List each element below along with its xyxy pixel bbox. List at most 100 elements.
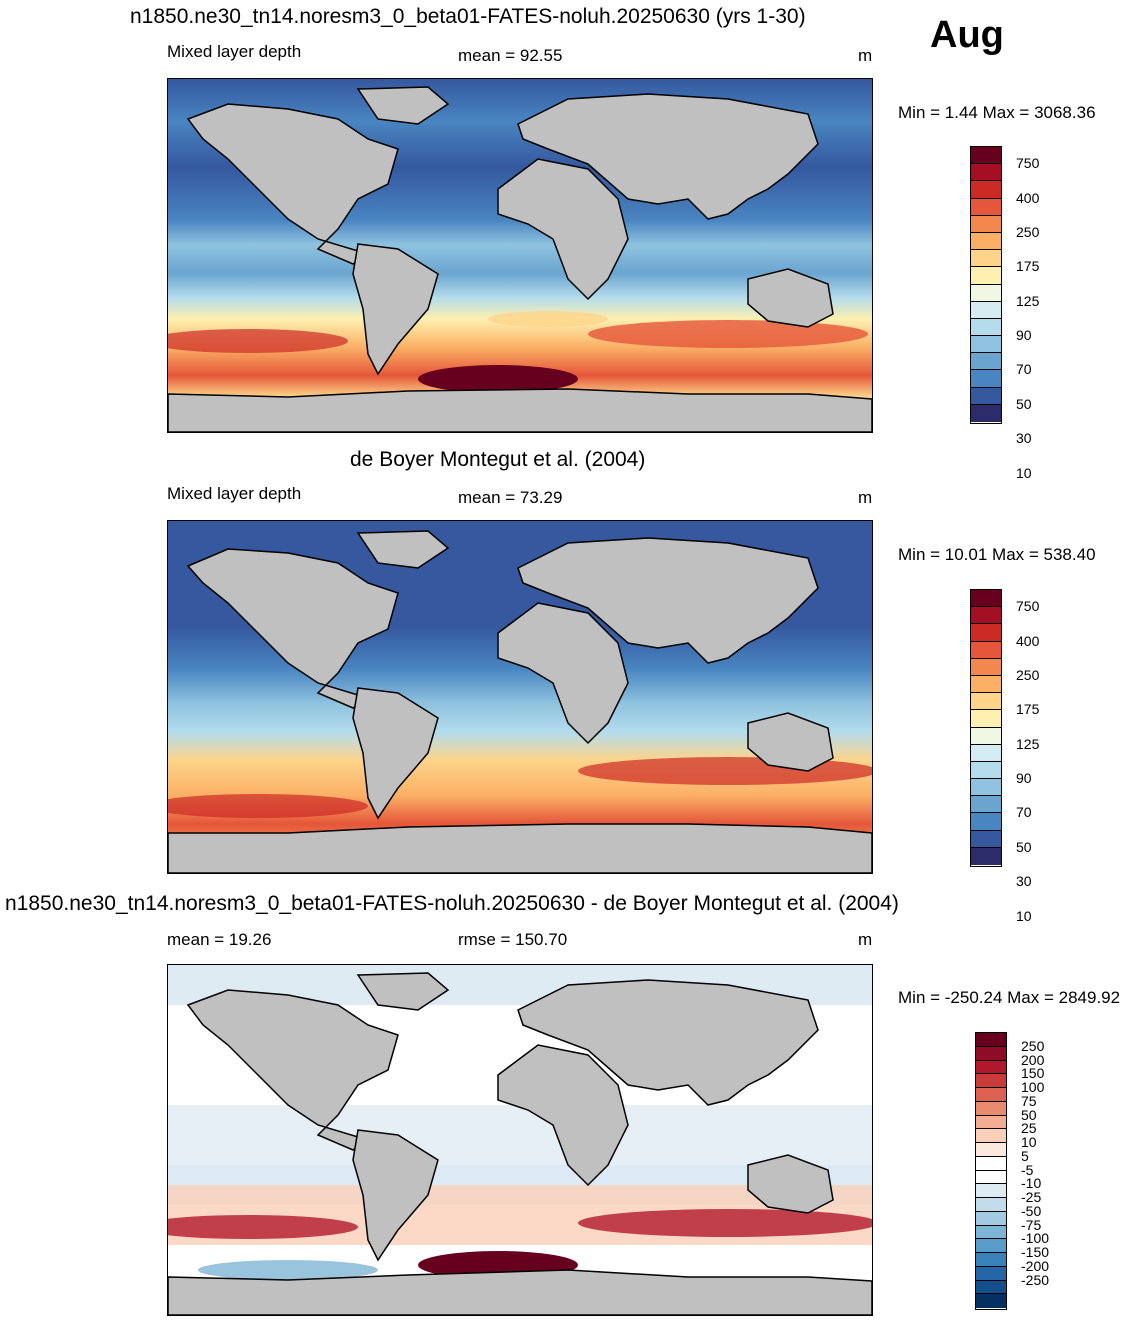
- colorbar-box: [971, 658, 1001, 676]
- colorbar-box: [976, 1143, 1006, 1157]
- colorbar-tick-label: 750: [1016, 598, 1040, 615]
- colorbar-box: [976, 1046, 1006, 1061]
- colorbar-tick-label: 100: [1021, 1079, 1045, 1095]
- colorbar-box: [976, 1211, 1006, 1226]
- colorbar-box: [976, 1156, 1006, 1171]
- colorbar-box: [971, 250, 1001, 268]
- colorbar-box: [971, 607, 1001, 625]
- colorbar-tick-label: 175: [1016, 258, 1040, 275]
- panel-1-colorbar: [970, 146, 1002, 424]
- colorbar-box: [971, 370, 1001, 388]
- colorbar-tick-label: 25: [1021, 1120, 1037, 1137]
- colorbar-box: [976, 1239, 1006, 1253]
- colorbar-tick-label: 70: [1016, 804, 1032, 821]
- panel-2-variable-label: Mixed layer depth: [167, 484, 302, 503]
- panel-3-mean-label: mean = 19.26: [167, 930, 272, 949]
- colorbar-box: [976, 1115, 1006, 1130]
- colorbar-tick-label: -25: [1021, 1189, 1042, 1205]
- colorbar-box: [971, 675, 1001, 694]
- colorbar-tick-label: 250: [1016, 666, 1040, 683]
- panel-2-mean-label: mean = 73.29: [458, 488, 563, 507]
- colorbar-box: [971, 267, 1001, 285]
- colorbar-box: [971, 641, 1001, 659]
- colorbar-tick-label: -150: [1021, 1244, 1050, 1260]
- colorbar-tick-label: 30: [1016, 873, 1032, 890]
- colorbar-box: [976, 1074, 1006, 1088]
- panel-1-title: n1850.ne30_tn14.noresm3_0_beta01-FATES-n…: [130, 5, 806, 28]
- colorbar-tick-label: -5: [1021, 1161, 1034, 1178]
- panel-1-variable-label: Mixed layer depth: [167, 42, 302, 61]
- colorbar-box: [971, 727, 1001, 745]
- panel-3-units: m: [858, 930, 873, 949]
- colorbar-tick-label: 200: [1021, 1051, 1045, 1068]
- colorbar-box: [971, 181, 1001, 199]
- colorbar-box: [971, 744, 1001, 762]
- panel-2-minmax: Min = 10.01 Max = 538.40: [898, 545, 1096, 564]
- colorbar-tick-label: -250: [1021, 1271, 1050, 1288]
- colorbar-box: [971, 693, 1001, 711]
- colorbar-tick-label: 10: [1016, 907, 1032, 924]
- month-label: Aug: [930, 14, 1004, 56]
- panel-2-map: [167, 520, 873, 874]
- colorbar-box: [971, 164, 1001, 182]
- panel-3-colorbar: [975, 1032, 1007, 1310]
- colorbar-box: [971, 215, 1001, 233]
- colorbar-tick-label: 5: [1021, 1147, 1029, 1164]
- colorbar-box: [971, 813, 1001, 831]
- colorbar-box: [971, 779, 1001, 797]
- colorbar-box: [971, 387, 1001, 405]
- colorbar-box: [976, 1184, 1006, 1198]
- panel-3-minmax: Min = -250.24 Max = 2849.92: [898, 988, 1121, 1007]
- colorbar-box: [971, 624, 1001, 642]
- panel-1-units: m: [858, 46, 873, 65]
- colorbar-tick-label: 50: [1016, 395, 1032, 412]
- panel-2-units: m: [858, 488, 873, 507]
- colorbar-tick-label: -100: [1021, 1230, 1050, 1247]
- colorbar-box: [976, 1294, 1006, 1308]
- colorbar-tick-label: 90: [1016, 327, 1032, 344]
- colorbar-tick-label: 250: [1016, 223, 1040, 240]
- colorbar-tick-label: -75: [1021, 1216, 1042, 1233]
- colorbar-box: [971, 353, 1001, 371]
- panel-1-map: [167, 78, 873, 433]
- colorbar-box: [976, 1170, 1006, 1185]
- colorbar-tick-label: -10: [1021, 1175, 1042, 1192]
- colorbar-tick-label: 400: [1016, 189, 1040, 206]
- colorbar-box: [971, 318, 1001, 337]
- colorbar-tick-label: 125: [1016, 735, 1040, 752]
- colorbar-tick-label: 10: [1016, 464, 1032, 481]
- colorbar-tick-label: 125: [1016, 292, 1040, 309]
- colorbar-box: [976, 1280, 1006, 1295]
- colorbar-tick-label: 70: [1016, 361, 1032, 378]
- colorbar-tick-label: 90: [1016, 770, 1032, 787]
- colorbar-tick-label: 50: [1021, 1106, 1037, 1123]
- colorbar-tick-label: 175: [1016, 701, 1040, 718]
- colorbar-box: [971, 198, 1001, 216]
- panel-2-title: de Boyer Montegut et al. (2004): [350, 448, 646, 471]
- colorbar-box: [976, 1266, 1006, 1281]
- colorbar-box: [971, 847, 1001, 865]
- colorbar-box: [971, 710, 1001, 728]
- colorbar-box: [971, 232, 1001, 251]
- colorbar-tick-label: 400: [1016, 632, 1040, 649]
- colorbar-box: [976, 1225, 1006, 1240]
- colorbar-box: [971, 284, 1001, 302]
- colorbar-box: [971, 761, 1001, 780]
- colorbar-tick-label: -200: [1021, 1257, 1050, 1274]
- colorbar-box: [976, 1060, 1006, 1075]
- colorbar-box: [971, 796, 1001, 814]
- colorbar-box: [976, 1033, 1006, 1047]
- colorbar-box: [976, 1101, 1006, 1116]
- panel-1-mean-label: mean = 92.55: [458, 46, 563, 65]
- colorbar-box: [976, 1198, 1006, 1212]
- colorbar-tick-label: 50: [1016, 838, 1032, 855]
- colorbar-box: [971, 830, 1001, 848]
- panel-3-rmse-label: rmse = 150.70: [458, 930, 568, 949]
- panel-1-minmax: Min = 1.44 Max = 3068.36: [898, 103, 1096, 122]
- colorbar-box: [971, 147, 1001, 165]
- colorbar-tick-label: 250: [1021, 1037, 1045, 1054]
- colorbar-tick-label: 10: [1021, 1134, 1037, 1150]
- panel-3-title: n1850.ne30_tn14.noresm3_0_beta01-FATES-n…: [5, 892, 899, 915]
- colorbar-tick-label: 750: [1016, 155, 1040, 172]
- colorbar-box: [971, 590, 1001, 608]
